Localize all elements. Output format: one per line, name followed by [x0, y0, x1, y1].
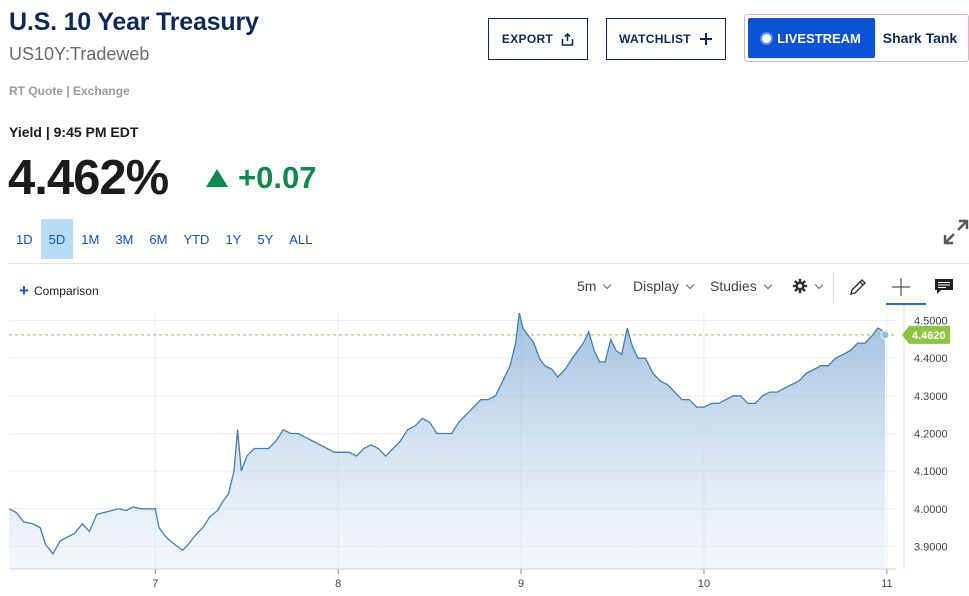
y-tick-label: 4.0000: [914, 504, 948, 516]
x-tick-label: 8: [335, 578, 341, 590]
range-1y-button[interactable]: 1Y: [225, 231, 242, 247]
interval-label: 5m: [577, 278, 597, 294]
plus-icon: +: [19, 281, 29, 300]
crosshair-tool-button[interactable]: [886, 274, 916, 300]
yield-area: [9, 313, 885, 569]
y-tick-label: 4.3000: [914, 391, 948, 403]
last-value-label: 4.4620: [912, 330, 946, 342]
crosshair-icon: [892, 278, 910, 296]
range-1m-button[interactable]: 1M: [81, 231, 100, 247]
yield-timestamp: Yield | 9:45 PM EDT: [9, 124, 139, 140]
watchlist-label: WATCHLIST: [619, 32, 691, 46]
price-change: +0.07: [206, 160, 316, 196]
instrument-title: U.S. 10 Year Treasury: [9, 8, 259, 36]
price-chart[interactable]: 4.5000 4.4000 4.3000 4.2000 4.1000 4.0000 3.90…: [0, 305, 969, 596]
x-tick-label: 9: [518, 578, 524, 590]
x-tick-label: 11: [881, 578, 892, 590]
toolbar-separator: [833, 272, 834, 302]
comparison-button[interactable]: + Comparison: [19, 282, 99, 299]
draw-tool-button[interactable]: [843, 274, 873, 300]
livestream-show-link[interactable]: Shark Tank: [882, 30, 958, 46]
last-value-tag: [902, 325, 950, 344]
livestream-widget: LIVESTREAM Shark Tank: [744, 14, 969, 62]
live-dot-icon: [762, 33, 772, 43]
range-1d-button[interactable]: 1D: [16, 231, 33, 247]
y-tick-label: 4.4000: [914, 353, 948, 365]
plus-icon: [699, 33, 712, 45]
interval-dropdown[interactable]: 5m: [577, 278, 612, 294]
toolbar-divider: [8, 263, 969, 264]
export-button[interactable]: EXPORT: [488, 18, 588, 60]
yield-line: [8, 312, 886, 556]
y-tick-label: 4.1000: [914, 466, 948, 478]
expand-icon[interactable]: [942, 218, 969, 246]
export-label: EXPORT: [501, 32, 554, 46]
chevron-down-icon: [603, 280, 612, 289]
chevron-down-icon: [685, 280, 695, 289]
up-arrow-icon: [206, 169, 228, 187]
comparison-label: Comparison: [33, 283, 99, 298]
chart-axes: 4.5000 4.4000 4.3000 4.2000 4.1000 4.0000 3.90…: [9, 305, 950, 590]
instrument-symbol: US10Y:Tradeweb: [9, 44, 150, 64]
livestream-button[interactable]: LIVESTREAM: [748, 18, 875, 58]
range-ytd-button[interactable]: YTD: [183, 231, 210, 247]
y-tick-label: 4.2000: [914, 428, 948, 440]
pencil-icon: [850, 279, 866, 295]
time-range-selector: 1D 5D 1M 3M 6M YTD 1Y 5Y ALL: [8, 219, 320, 259]
x-tick-label: 10: [698, 578, 710, 590]
settings-dropdown[interactable]: [792, 278, 824, 294]
last-price: 4.462%: [8, 151, 169, 205]
chevron-down-icon: [763, 280, 772, 289]
quote-source: RT Quote | Exchange: [9, 84, 130, 98]
x-tick-label: 7: [152, 578, 158, 590]
annotation-tool-button[interactable]: [929, 274, 959, 300]
active-tool-indicator: [886, 303, 926, 305]
range-5d-button[interactable]: 5D: [40, 219, 74, 259]
last-point-marker: [880, 330, 890, 340]
chevron-down-icon: [814, 280, 824, 289]
price-change-value: +0.07: [238, 160, 317, 195]
range-3m-button[interactable]: 3M: [115, 231, 134, 247]
livestream-label: LIVESTREAM: [777, 30, 861, 46]
display-label: Display: [633, 278, 679, 294]
y-tick-label: 4.5000: [914, 316, 948, 328]
range-all-button[interactable]: ALL: [289, 231, 313, 247]
display-dropdown[interactable]: Display: [633, 278, 695, 294]
y-tick-label: 3.9000: [914, 541, 948, 553]
share-icon: [561, 32, 574, 46]
range-6m-button[interactable]: 6M: [149, 231, 168, 247]
studies-label: Studies: [710, 278, 757, 294]
range-5y-button[interactable]: 5Y: [257, 231, 274, 247]
watchlist-button[interactable]: WATCHLIST: [606, 18, 726, 60]
gear-icon: [792, 278, 808, 294]
comment-icon: [935, 279, 953, 294]
studies-dropdown[interactable]: Studies: [710, 278, 772, 294]
